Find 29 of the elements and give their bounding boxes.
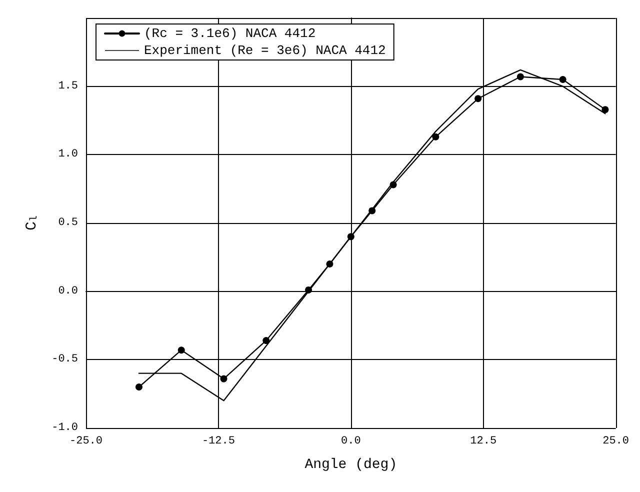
point — [432, 133, 440, 140]
x-tick-label: -25.0 — [69, 436, 103, 448]
y-tick-label: 1.5 — [58, 80, 78, 92]
x-axis-title: Angle (deg) — [304, 457, 398, 473]
point — [474, 95, 482, 102]
legend-label: (Rc = 3.1e6) NACA 4412 — [144, 26, 316, 41]
point — [390, 181, 397, 188]
x-tick-label: 12.5 — [470, 436, 497, 448]
legend-label: Experiment (Re = 3e6) NACA 4412 — [144, 43, 386, 58]
point — [559, 76, 566, 83]
point — [368, 207, 376, 214]
y-tick-label: -1.0 — [52, 422, 78, 434]
point — [305, 286, 312, 294]
x-tick-label: 0.0 — [340, 436, 361, 448]
point — [220, 375, 228, 382]
y-tick-label: 1.0 — [58, 148, 78, 161]
point — [262, 337, 270, 344]
point — [178, 346, 185, 354]
point — [135, 384, 142, 390]
y-tick-label: 0.5 — [58, 217, 78, 229]
point — [326, 260, 334, 268]
y-tick-label: -0.5 — [52, 354, 78, 366]
y-tick-label: 0.0 — [58, 285, 78, 298]
point — [602, 106, 609, 114]
point — [347, 233, 354, 240]
point — [516, 73, 524, 80]
x-tick-label: -12.5 — [202, 436, 235, 448]
y-axis-title: Cl — [24, 215, 40, 231]
x-tick-label: 25.0 — [602, 436, 629, 448]
